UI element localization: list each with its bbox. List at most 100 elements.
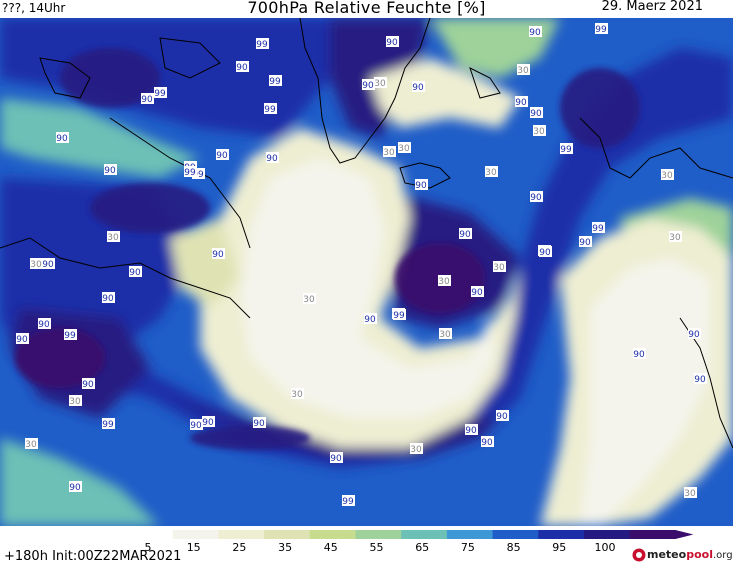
- contour-label: 30: [25, 440, 37, 450]
- contour-label-bg: [579, 236, 592, 247]
- moist-detail-fields: [15, 48, 640, 450]
- contour-label: 30: [485, 168, 497, 178]
- contour-label: 99: [256, 40, 268, 50]
- colorbar-tick-label: 25: [232, 541, 246, 554]
- colorbar-swatch: [355, 530, 402, 539]
- colorbar-swatch: [218, 530, 265, 539]
- contour-label: 99: [154, 89, 166, 99]
- colorbar-tick-label: 100: [595, 541, 616, 554]
- contour-label: 30: [374, 79, 386, 89]
- contour-label: 99: [184, 168, 196, 178]
- contour-label: 90: [633, 350, 645, 360]
- contour-label: 30: [669, 233, 681, 243]
- contour-label: 30: [438, 277, 450, 287]
- contour-label-bg: [515, 96, 528, 107]
- map-title: 700hPa Relative Feuchte [%]: [247, 0, 486, 17]
- contour-label: 90: [515, 98, 527, 108]
- dry-band-inner: [240, 158, 495, 418]
- contour-label-bg: [102, 418, 115, 429]
- contour-label-bg: [141, 93, 154, 104]
- contour-label-bg: [633, 348, 646, 359]
- valid-time-label: ???, 14Uhr: [2, 1, 66, 15]
- colorbar-swatch: [107, 530, 174, 539]
- meteopool-icon: [632, 548, 646, 562]
- contour-label: 99: [192, 170, 204, 180]
- contour-label: 90: [69, 483, 81, 493]
- contour-label-bg: [154, 87, 167, 98]
- contour-label-bg: [493, 261, 506, 272]
- contour-label: 99: [102, 420, 114, 430]
- contour-label-bg: [104, 164, 117, 175]
- colorbar-swatch: [401, 530, 448, 539]
- contour-label: 30: [439, 330, 451, 340]
- humidity-map: 9990999099909990999990999030909090309090…: [0, 18, 733, 526]
- contour-label: 90: [530, 193, 542, 203]
- contour-label-bg: [529, 26, 542, 37]
- contour-label: 30: [684, 489, 696, 499]
- contour-label: 90: [529, 28, 541, 38]
- canada-coast: [0, 237, 251, 319]
- dry-band-east-inner: [580, 258, 710, 526]
- valid-date-label: 29. Maerz 2021: [601, 0, 703, 14]
- contour-label-bg: [269, 75, 282, 86]
- contour-label: 90: [459, 230, 471, 240]
- contour-label-bg: [303, 293, 316, 304]
- contour-label-bg: [410, 443, 423, 454]
- contour-label: 90: [236, 63, 248, 73]
- colorbar-swatch: [172, 530, 219, 539]
- contour-label: 30: [30, 260, 42, 270]
- colorbar-tick-label: 75: [461, 541, 475, 554]
- contour-label-bg: [64, 329, 77, 340]
- transition-field-a: [0, 98, 200, 178]
- colorbar-swatch: [629, 530, 676, 539]
- contour-label-bg: [42, 258, 55, 269]
- contour-label: 90: [362, 81, 374, 91]
- contour-label: 99: [592, 224, 604, 234]
- contour-label: 90: [465, 426, 477, 436]
- dry-plume-west: [170, 218, 240, 308]
- colorbar-swatch: [264, 530, 311, 539]
- contour-label: 99: [393, 311, 405, 321]
- colorbar-tick-label: 55: [370, 541, 384, 554]
- contour-label-bg: [465, 424, 478, 435]
- iceland-coast: [399, 162, 451, 189]
- colorbar-swatch: [492, 530, 539, 539]
- contour-label-bg: [592, 222, 605, 233]
- colorbar-swatch: [538, 530, 585, 539]
- contour-label-bg: [264, 103, 277, 114]
- contour-label: 30: [398, 144, 410, 154]
- contour-label-bg: [383, 146, 396, 157]
- contour-label-bg: [374, 77, 387, 88]
- contour-label: 90: [56, 134, 68, 144]
- contour-label: 90: [330, 454, 342, 464]
- contour-label: 30: [410, 445, 422, 455]
- contour-label-bg: [190, 419, 203, 430]
- contour-label-bg: [517, 64, 530, 75]
- colorbar-tick-label: 35: [278, 541, 292, 554]
- moist-cell-5: [15, 328, 105, 388]
- contour-label-bg: [688, 328, 701, 339]
- contour-label-bg: [69, 395, 82, 406]
- contour-label: 90: [266, 154, 278, 164]
- contour-label: 90: [496, 412, 508, 422]
- contour-label-bg: [184, 166, 197, 177]
- meteopool-logo[interactable]: meteopool.org: [632, 545, 733, 565]
- colorbar-tick-label: 45: [324, 541, 338, 554]
- contour-label: 90: [38, 320, 50, 330]
- contour-label-bg: [107, 231, 120, 242]
- contour-label-bg: [30, 258, 43, 269]
- contour-label: 90: [190, 421, 202, 431]
- contour-label-bg: [102, 292, 115, 303]
- contour-label: 90: [216, 151, 228, 161]
- moist-cell-6: [190, 426, 310, 450]
- arctic-islands: [39, 37, 501, 99]
- contour-label: 90: [141, 95, 153, 105]
- logo-tld: .org: [712, 550, 733, 561]
- contour-label-bg: [415, 179, 428, 190]
- contour-label-bg: [192, 168, 205, 179]
- contour-label-bg: [530, 107, 543, 118]
- contour-label: 90: [364, 315, 376, 325]
- contour-label-bg: [56, 132, 69, 143]
- contour-label-bg: [212, 248, 225, 259]
- colorbar-swatch: [446, 530, 494, 539]
